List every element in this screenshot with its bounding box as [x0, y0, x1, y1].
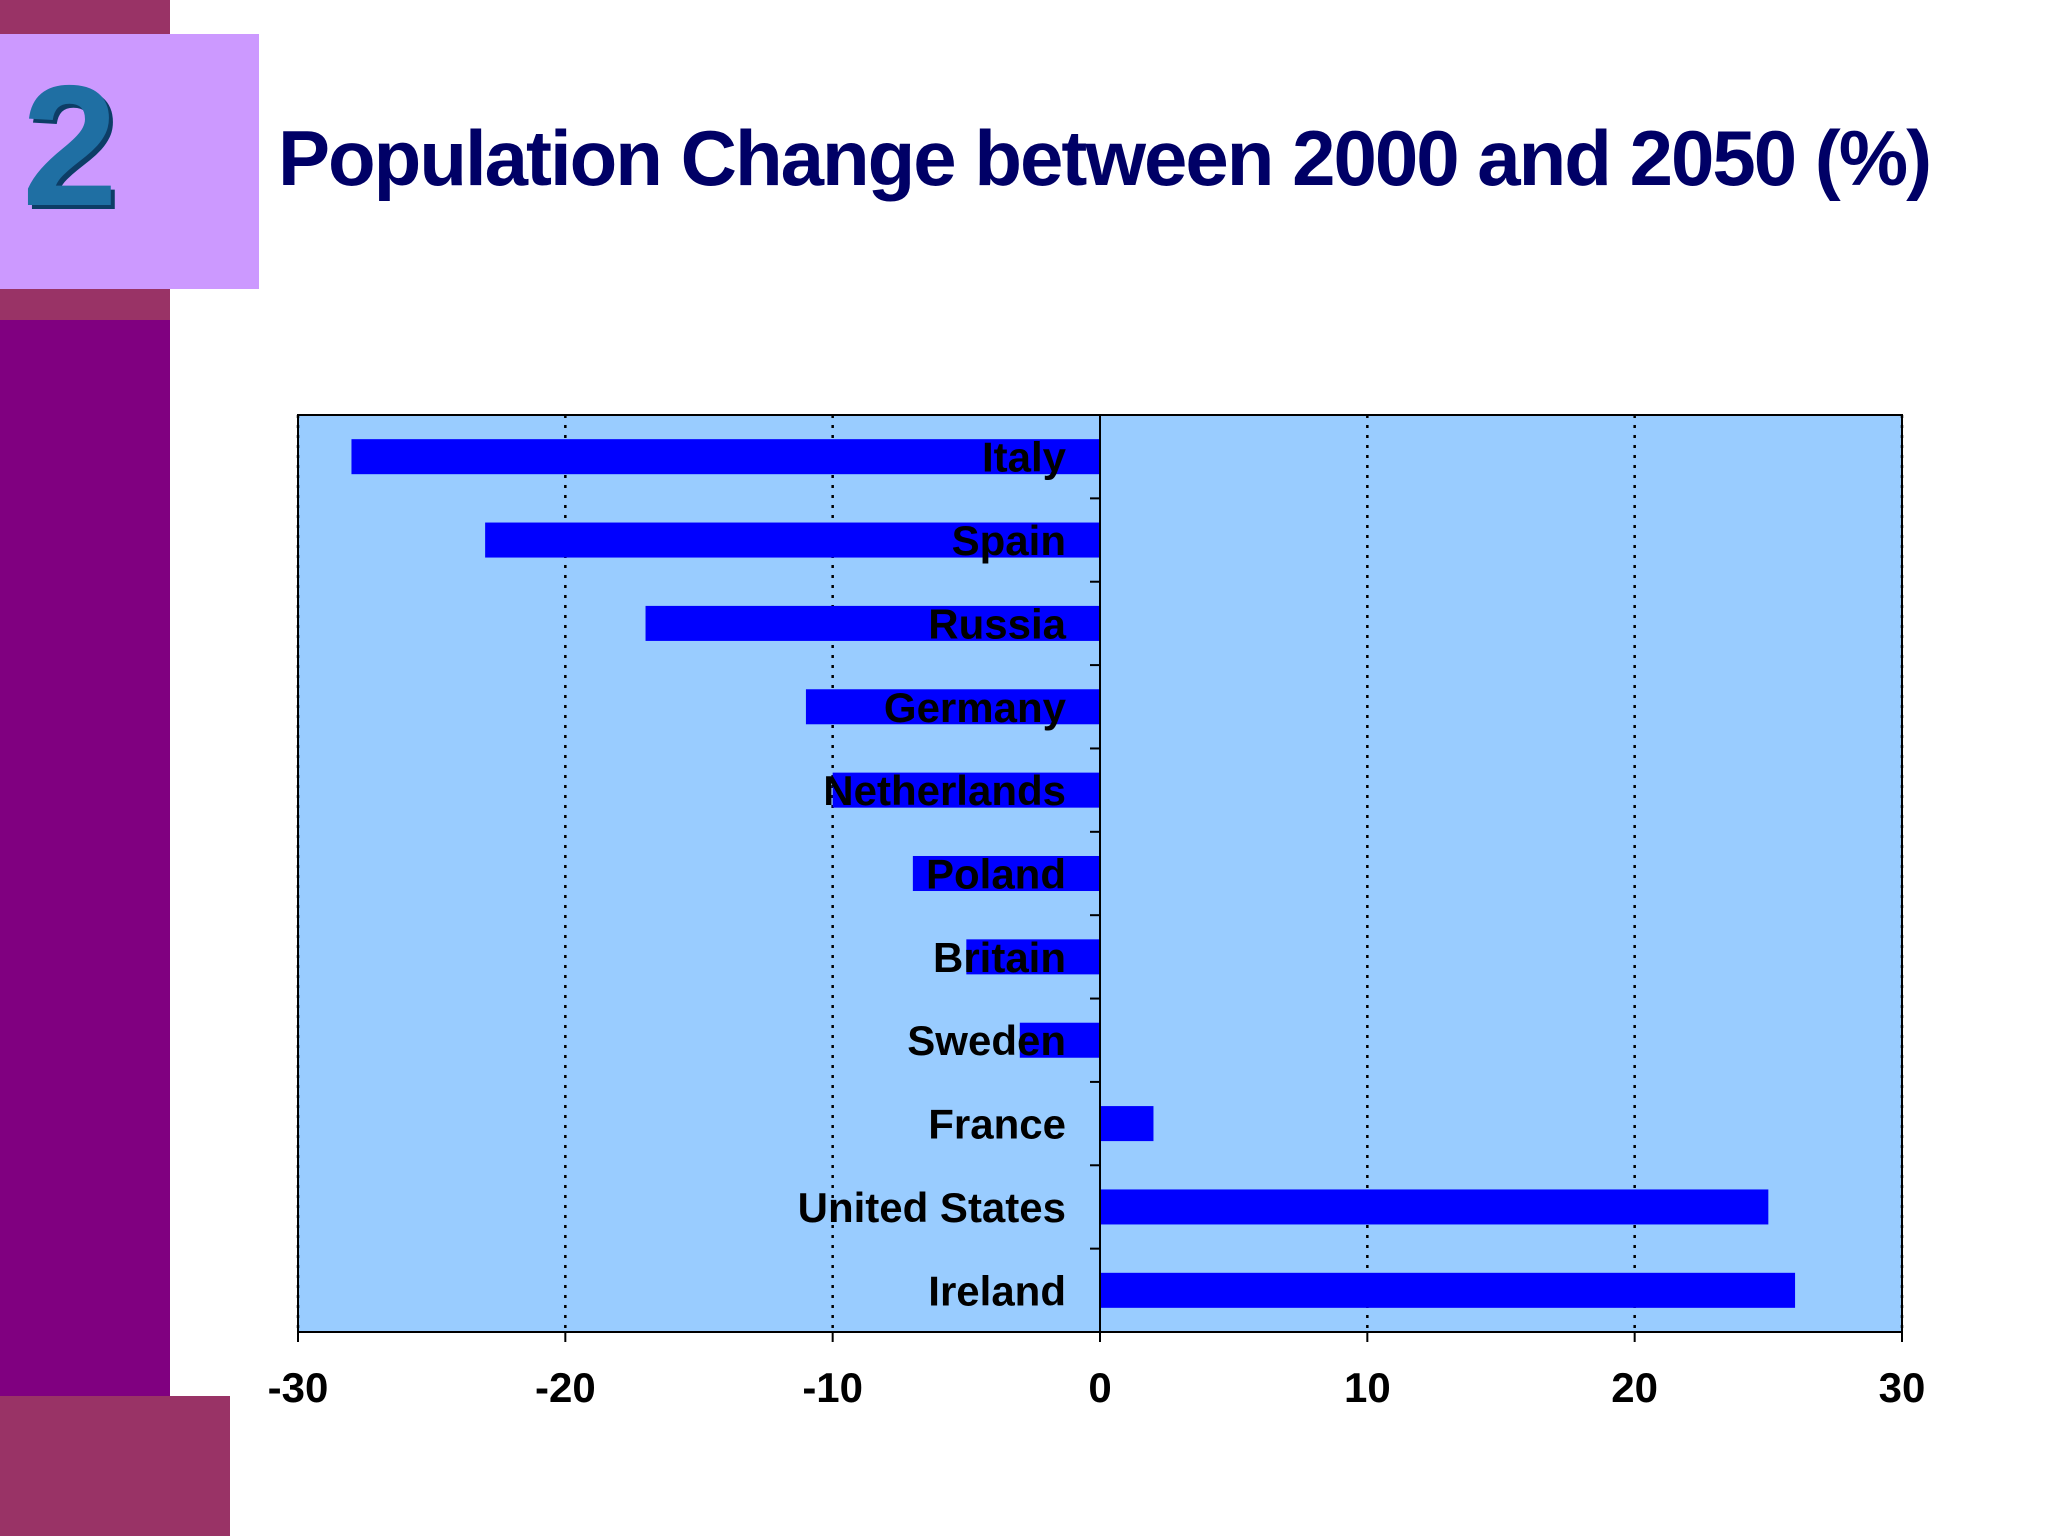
- x-tick-label: 10: [1344, 1364, 1391, 1411]
- category-label: United States: [798, 1184, 1066, 1231]
- bars: [351, 439, 1796, 1308]
- bar-ireland: [1100, 1272, 1796, 1308]
- bar-sweden: [1019, 1022, 1100, 1058]
- x-tick-label: 30: [1879, 1364, 1926, 1411]
- slide-number: 2: [22, 50, 118, 242]
- x-tick-label: -10: [802, 1364, 863, 1411]
- bar-russia: [645, 605, 1100, 641]
- x-tick-labels: -30 -20 -10 0 10 20 30: [268, 1364, 1926, 1411]
- category-labels: Italy Spain Russia Germany Netherlands Poland…: [798, 434, 1067, 1315]
- category-label: Britain: [933, 934, 1066, 981]
- category-label: France: [928, 1101, 1066, 1148]
- bar-spain: [485, 522, 1101, 558]
- x-tick-label: 20: [1611, 1364, 1658, 1411]
- bottom-accent-block: [0, 1396, 230, 1536]
- bar-italy: [351, 439, 1100, 475]
- bar-france: [1100, 1106, 1154, 1142]
- slide-title: Population Change between 2000 and 2050 …: [278, 114, 1932, 202]
- category-label: Russia: [928, 600, 1066, 647]
- x-tick-label: -30: [268, 1364, 329, 1411]
- bar-poland: [912, 855, 1100, 892]
- category-label: Sweden: [907, 1017, 1066, 1064]
- bar-netherlands: [832, 772, 1100, 808]
- category-label: Ireland: [928, 1267, 1066, 1314]
- category-label: Spain: [952, 517, 1066, 564]
- x-tick-label: 0: [1088, 1364, 1111, 1411]
- category-label: Netherlands: [823, 767, 1066, 814]
- bar-britain: [966, 939, 1100, 975]
- x-tick-label: -20: [535, 1364, 596, 1411]
- middle-accent-stripe: [0, 288, 170, 320]
- category-label: Poland: [926, 851, 1066, 898]
- bar-united-states: [1100, 1189, 1769, 1225]
- category-label: Germany: [884, 684, 1067, 731]
- top-accent-stripe: [0, 0, 170, 36]
- slide-number-box: [0, 34, 259, 289]
- category-label: Italy: [982, 434, 1067, 481]
- bar-germany: [805, 689, 1100, 725]
- axes: [297, 414, 1903, 1342]
